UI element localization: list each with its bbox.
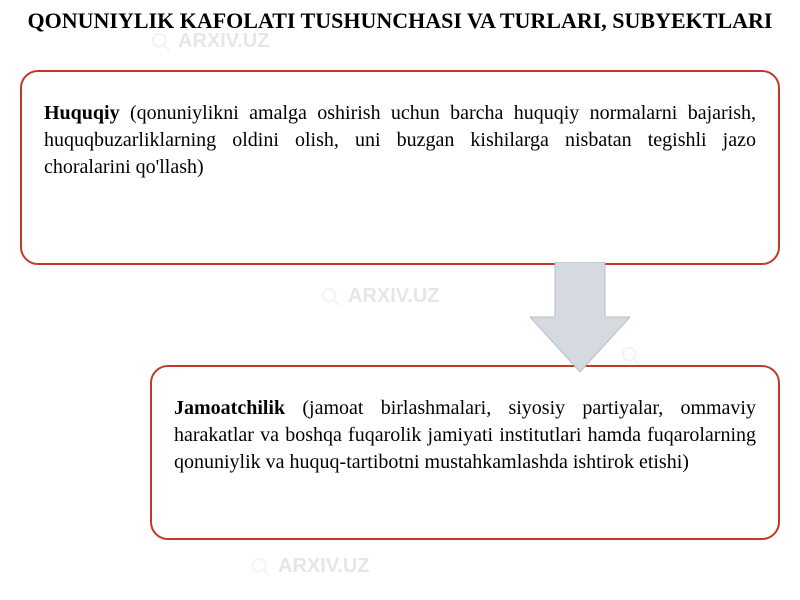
- term-huquqiy: Huquqiy: [44, 102, 120, 124]
- box-text-bottom: Jamoatchilik (jamoat birlashmalari, siyo…: [174, 395, 756, 476]
- term-jamoatchilik: Jamoatchilik: [174, 397, 285, 419]
- page-title: QONUNIYLIK KAFOLATI TUSHUNCHASI VA TURLA…: [0, 0, 800, 38]
- magnifier-icon: [320, 286, 342, 308]
- watermark: ARXIV.UZ: [250, 555, 370, 578]
- down-arrow-icon: [530, 262, 630, 372]
- box-text-top: Huquqiy (qonuniylikni amalga oshirish uc…: [44, 100, 756, 181]
- text-huquqiy-body: (qonuniylikni amalga oshirish uchun barc…: [44, 102, 756, 178]
- magnifier-icon: [250, 556, 272, 578]
- watermark: ARXIV.UZ: [320, 285, 440, 308]
- content-box-huquqiy: Huquqiy (qonuniylikni amalga oshirish uc…: [20, 70, 780, 265]
- content-box-jamoatchilik: Jamoatchilik (jamoat birlashmalari, siyo…: [150, 365, 780, 540]
- watermark-text: ARXIV.UZ: [348, 285, 440, 308]
- watermark-text: ARXIV.UZ: [278, 555, 370, 578]
